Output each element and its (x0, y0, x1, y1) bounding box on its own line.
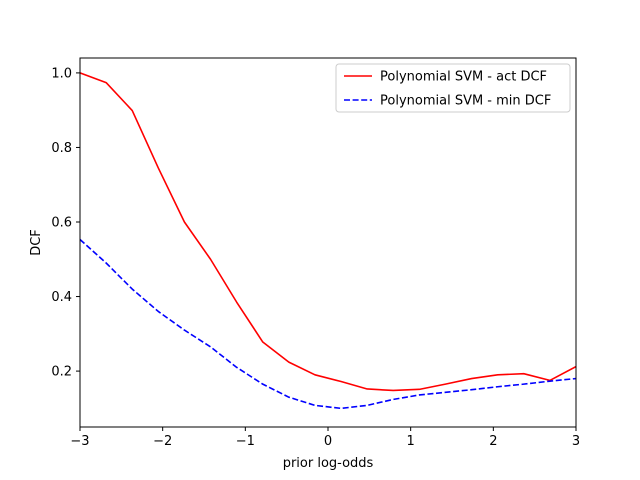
plot-area (80, 58, 576, 427)
x-axis-label: prior log-odds (283, 456, 374, 471)
y-tick-label: 0.6 (51, 216, 72, 231)
x-tick-label: 2 (489, 434, 497, 449)
y-tick-label: 1.0 (51, 66, 72, 81)
y-tick-label: 0.2 (51, 365, 72, 380)
x-tick-label: −1 (236, 434, 255, 449)
series-line-min-dcf (80, 238, 576, 410)
legend-entry-act-dcf: Polynomial SVM - act DCF (380, 70, 547, 85)
series-layer (80, 72, 576, 410)
y-axis-label: DCF (29, 229, 44, 256)
x-tick-label: 0 (324, 434, 332, 449)
y-tick-label: 0.4 (51, 290, 72, 305)
y-tick-label: 0.8 (51, 141, 72, 156)
y-axis: 0.2 0.4 0.6 0.8 1.0 (51, 66, 80, 380)
legend: Polynomial SVM - act DCF Polynomial SVM … (335, 63, 571, 113)
legend-box (335, 63, 571, 113)
x-tick-label: −2 (153, 434, 172, 449)
x-tick-label: −3 (70, 434, 89, 449)
legend-entry-min-dcf: Polynomial SVM - min DCF (380, 94, 551, 109)
series-line-act-dcf (80, 72, 576, 392)
x-tick-label: 1 (407, 434, 415, 449)
x-axis: −3 −2 −1 0 1 2 3 (70, 427, 580, 449)
x-tick-label: 3 (572, 434, 580, 449)
